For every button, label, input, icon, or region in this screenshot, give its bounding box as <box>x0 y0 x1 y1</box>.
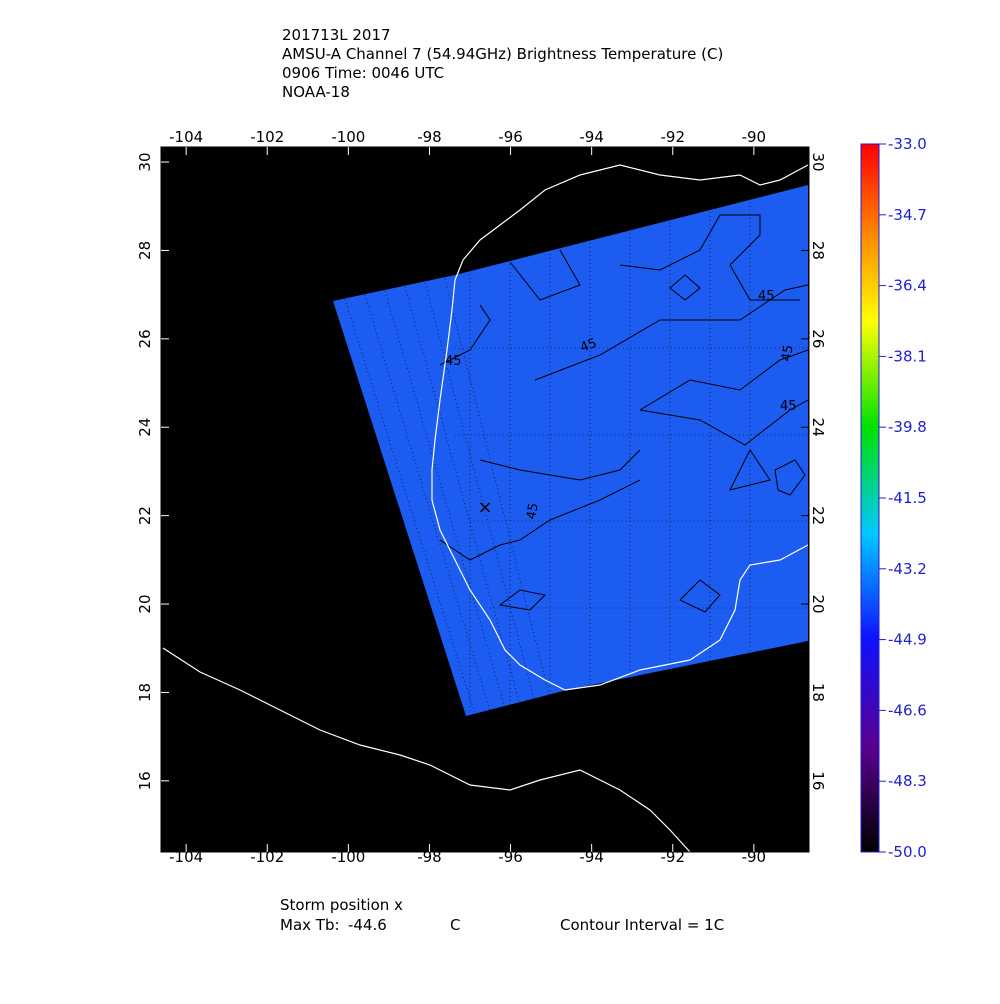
swath <box>333 185 808 716</box>
colorbar-tick-label: -46.6 <box>888 701 927 719</box>
y-tick-label-left: 24 <box>136 418 154 437</box>
contour-label: 45 <box>578 336 599 356</box>
y-tick-label-right: 28 <box>809 241 827 260</box>
storm-marker: × <box>477 497 492 518</box>
y-tick-label-right: 20 <box>809 594 827 613</box>
x-tick-label-top: -92 <box>660 128 685 146</box>
colorbar-tick-label: -41.5 <box>888 489 927 507</box>
contour-label: 45 <box>758 289 775 304</box>
y-tick-label-left: 16 <box>136 771 154 790</box>
y-tick-label-right: 26 <box>809 329 827 348</box>
x-tick-label-bottom: -96 <box>498 848 523 866</box>
colorbar-tick-label: -33.0 <box>888 135 927 153</box>
colorbar-tick-label: -48.3 <box>888 772 927 790</box>
y-tick-label-left: 28 <box>136 241 154 260</box>
colorbar-tick-label: -39.8 <box>888 418 927 436</box>
colorbar-tick-label: -50.0 <box>888 843 927 861</box>
contour-interval: Contour Interval = 1C <box>560 916 724 934</box>
x-tick-label-bottom: -90 <box>742 848 767 866</box>
colorbar-tick-label: -38.1 <box>888 347 927 365</box>
max-tb-label: Max Tb: <box>280 916 340 934</box>
x-tick-label-top: -104 <box>169 128 203 146</box>
contour-label: 45 <box>524 502 542 521</box>
y-tick-label-left: 20 <box>136 594 154 613</box>
x-tick-label-top: -98 <box>417 128 442 146</box>
y-tick-label-left: 26 <box>136 329 154 348</box>
title-line: NOAA-18 <box>282 83 350 101</box>
y-tick-label-right: 24 <box>809 418 827 437</box>
contour-label: 45 <box>779 344 797 363</box>
x-tick-label-top: -96 <box>498 128 523 146</box>
colorbar-tick-label: -34.7 <box>888 206 927 224</box>
title-line: AMSU-A Channel 7 (54.94GHz) Brightness T… <box>282 45 723 63</box>
x-tick-label-top: -102 <box>250 128 284 146</box>
x-tick-label-bottom: -98 <box>417 848 442 866</box>
contours <box>439 214 809 613</box>
colorbar-tick-label: -36.4 <box>888 277 927 295</box>
contour-label: 45 <box>780 399 797 414</box>
x-tick-label-top: -90 <box>742 128 767 146</box>
y-tick-label-left: 22 <box>136 506 154 525</box>
x-tick-label-bottom: -92 <box>660 848 685 866</box>
y-tick-label-left: 18 <box>136 683 154 702</box>
y-tick-label-right: 22 <box>809 506 827 525</box>
x-tick-label-top: -100 <box>331 128 365 146</box>
y-tick-label-right: 16 <box>809 771 827 790</box>
x-tick-label-top: -94 <box>579 128 604 146</box>
x-tick-label-bottom: -102 <box>250 848 284 866</box>
map-frame <box>160 146 810 853</box>
storm-note: Storm position x <box>280 896 403 914</box>
x-tick-label-bottom: -94 <box>579 848 604 866</box>
max-tb-unit: C <box>450 916 460 934</box>
y-tick-label-right: 30 <box>809 152 827 171</box>
max-tb-value: -44.6 <box>348 916 387 934</box>
colorbar <box>860 143 880 853</box>
title-line: 201713L 2017 <box>282 26 391 44</box>
contour-label: 45 <box>445 354 462 369</box>
colorbar-tick-label: -44.9 <box>888 631 927 649</box>
y-tick-label-right: 18 <box>809 683 827 702</box>
scan-lines <box>344 202 808 715</box>
x-tick-label-bottom: -104 <box>169 848 203 866</box>
x-tick-label-bottom: -100 <box>331 848 365 866</box>
title-line: 0906 Time: 0046 UTC <box>282 64 444 82</box>
coastline <box>162 164 809 853</box>
colorbar-tick-label: -43.2 <box>888 560 927 578</box>
y-tick-label-left: 30 <box>136 152 154 171</box>
